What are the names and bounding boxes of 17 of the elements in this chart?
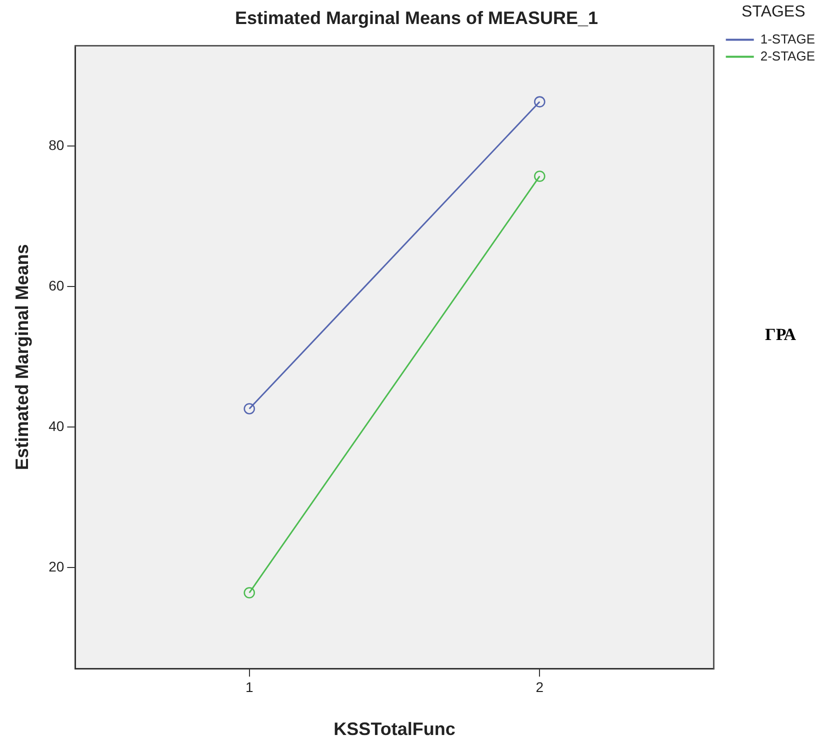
y-tick-label: 20	[48, 558, 64, 574]
y-tick-label: 80	[48, 136, 64, 153]
y-tick-label: 60	[48, 277, 64, 294]
text: ΓΡΑ	[765, 325, 796, 345]
point	[534, 96, 546, 108]
point	[244, 587, 256, 598]
point	[244, 403, 256, 414]
x-axis-title: KSSTotalFunc	[334, 719, 456, 740]
x-tick-label: 1	[245, 678, 254, 695]
y-axis-title: Estimated Marginal Means	[12, 244, 32, 470]
x-tick-label: 2	[536, 678, 544, 695]
legend-label: 2-STAGE	[760, 48, 816, 64]
legend-label: 1-STAGE	[760, 31, 816, 46]
legend-title: STAGES	[742, 3, 806, 20]
y-tick-label: 40	[48, 418, 64, 434]
point	[534, 170, 546, 182]
chart-title: Estimated Marginal Means of MEASURE_1	[234, 8, 598, 28]
